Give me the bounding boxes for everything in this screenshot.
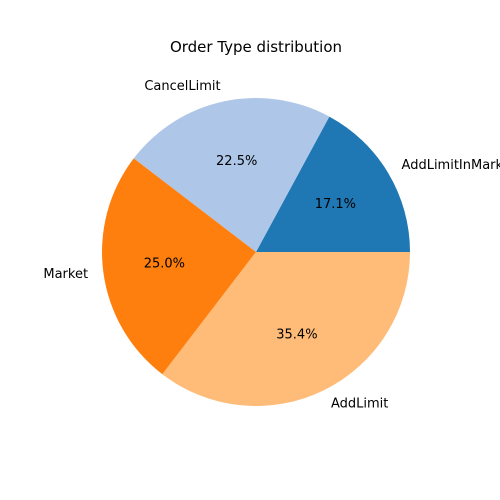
pie-pct-label-market: 25.0% [144, 257, 185, 272]
pie-pct-label-cancel-limit: 22.5% [216, 154, 257, 169]
pie-slice-market [102, 158, 256, 375]
pie-slice-label-cancel-limit: CancelLimit [144, 79, 220, 94]
pie-slice-label-add-limit: AddLimit [331, 396, 388, 411]
chart-title: Order Type distribution [170, 38, 342, 56]
pie-labels: 17.1% AddLimitInMarket 22.5% CancelLimit 25.… [43, 79, 500, 412]
pie-pct-label-add-limit-in-market: 17.1% [315, 197, 356, 212]
pie-pct-label-add-limit: 35.4% [276, 327, 317, 342]
pie-slice-add-limit-in-market [256, 116, 410, 252]
pie-slices [102, 98, 410, 406]
pie-slice-add-limit [162, 252, 410, 406]
pie-slice-label-market: Market [43, 267, 88, 282]
pie-slice-label-add-limit-in-market: AddLimitInMarket [402, 158, 500, 173]
pie-slice-cancel-limit [133, 98, 330, 252]
